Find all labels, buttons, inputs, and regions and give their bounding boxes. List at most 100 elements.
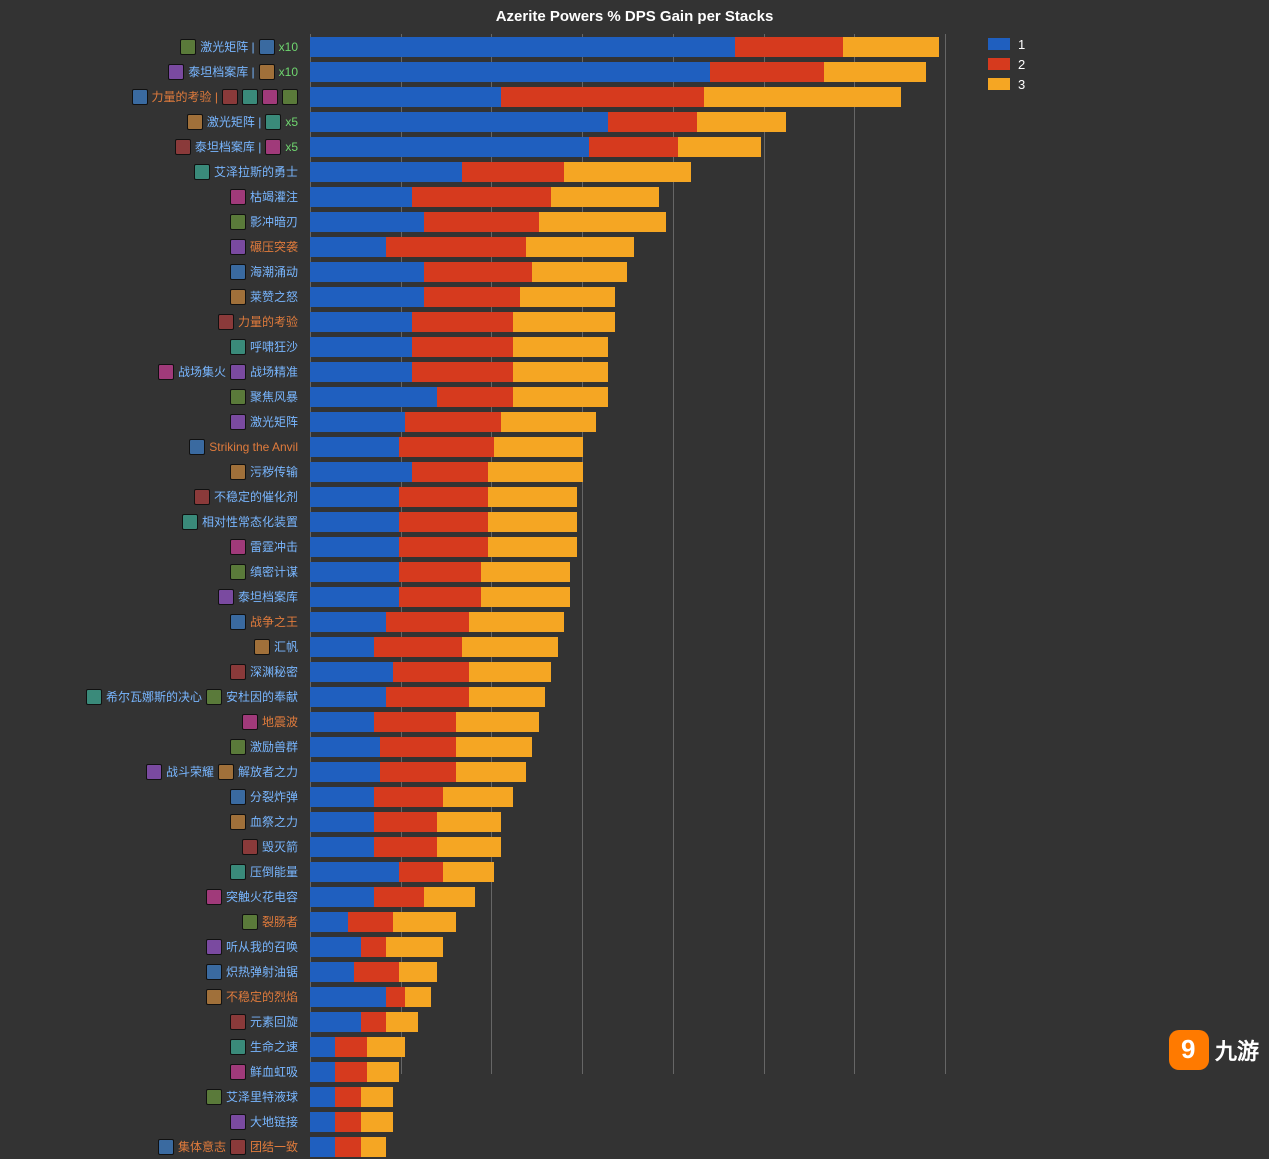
- row-label-text: 激励兽群: [250, 738, 298, 755]
- power-icon: [230, 789, 246, 805]
- bar-track: [310, 212, 666, 232]
- gridline: [945, 34, 946, 1074]
- row-label-text: 泰坦档案库: [238, 588, 298, 605]
- bar-segment-2: [589, 137, 678, 157]
- row-label-text: 力量的考验 |: [152, 88, 218, 105]
- bar-segment-2: [424, 212, 538, 232]
- row-label-text: 影冲暗刃: [250, 213, 298, 230]
- power-icon: [230, 464, 246, 480]
- bar-segment-3: [513, 337, 608, 357]
- row-label: 海潮涌动: [0, 263, 310, 280]
- bar-segment-1: [310, 462, 412, 482]
- row-label-text: 艾泽里特液球: [226, 1088, 298, 1105]
- chart-row: 海潮涌动: [0, 259, 945, 284]
- bar-segment-2: [501, 87, 704, 107]
- bar-segment-2: [424, 287, 519, 307]
- bar-track: [310, 587, 570, 607]
- chart-row: 战场集火战场精准: [0, 359, 945, 384]
- row-label: 血祭之力: [0, 813, 310, 830]
- bar-segment-1: [310, 537, 399, 557]
- bar-segment-3: [481, 587, 570, 607]
- row-label-text: 泰坦档案库 |: [188, 63, 254, 80]
- bar-segment-1: [310, 762, 380, 782]
- row-label-text: 聚焦风暴: [250, 388, 298, 405]
- bar-track: [310, 512, 577, 532]
- row-label: 听从我的召唤: [0, 938, 310, 955]
- bar-segment-2: [386, 612, 469, 632]
- bar-segment-3: [367, 1062, 399, 1082]
- row-label: 深渊秘密: [0, 663, 310, 680]
- chart-row: 雷霆冲击: [0, 534, 945, 559]
- bar-segment-2: [412, 462, 488, 482]
- bar-segment-3: [393, 912, 457, 932]
- chart-row: 希尔瓦娜斯的决心安杜因的奉献: [0, 684, 945, 709]
- bar-segment-2: [374, 837, 438, 857]
- bar-track: [310, 287, 615, 307]
- row-label: 裂肠者: [0, 913, 310, 930]
- bar-segment-2: [735, 37, 843, 57]
- bar-segment-3: [481, 562, 570, 582]
- bar-segment-3: [678, 137, 761, 157]
- bar-segment-2: [405, 412, 500, 432]
- power-icon: [230, 189, 246, 205]
- bar-track: [310, 37, 939, 57]
- watermark-logo-icon: [1169, 1030, 1209, 1070]
- bar-segment-3: [405, 987, 430, 1007]
- bar-segment-1: [310, 837, 374, 857]
- bar-segment-2: [608, 112, 697, 132]
- bar-track: [310, 412, 596, 432]
- row-label: 不稳定的烈焰: [0, 988, 310, 1005]
- power-icon: [230, 389, 246, 405]
- power-icon: [230, 814, 246, 830]
- bar-segment-1: [310, 637, 374, 657]
- power-icon: [230, 1014, 246, 1030]
- bar-track: [310, 237, 634, 257]
- row-label-text: 激光矩阵: [250, 413, 298, 430]
- row-label: 希尔瓦娜斯的决心安杜因的奉献: [0, 688, 310, 705]
- bar-track: [310, 162, 691, 182]
- power-icon: [265, 114, 281, 130]
- bar-segment-1: [310, 37, 735, 57]
- legend-item: 2: [988, 54, 1025, 74]
- bar-track: [310, 987, 431, 1007]
- bar-segment-3: [564, 162, 691, 182]
- bar-segment-3: [843, 37, 938, 57]
- bar-segment-2: [380, 737, 456, 757]
- bar-segment-1: [310, 137, 589, 157]
- row-label-text: x10: [279, 40, 298, 54]
- row-label-text: 突触火花电容: [226, 888, 298, 905]
- bar-segment-3: [424, 887, 475, 907]
- row-label: 泰坦档案库 |x10: [0, 63, 310, 80]
- bar-segment-3: [488, 487, 577, 507]
- bar-segment-3: [526, 237, 634, 257]
- power-icon: [180, 39, 196, 55]
- bar-segment-3: [551, 187, 659, 207]
- row-label-text: 碾压突袭: [250, 238, 298, 255]
- row-label: 泰坦档案库: [0, 588, 310, 605]
- bar-segment-1: [310, 362, 412, 382]
- bar-segment-1: [310, 487, 399, 507]
- bar-segment-2: [399, 537, 488, 557]
- legend-swatch: [988, 78, 1010, 90]
- bar-track: [310, 187, 659, 207]
- bar-track: [310, 762, 526, 782]
- bar-segment-3: [456, 712, 539, 732]
- bar-segment-1: [310, 887, 374, 907]
- row-label: 莱赞之怒: [0, 288, 310, 305]
- bar-segment-3: [513, 312, 615, 332]
- bar-segment-3: [367, 1037, 405, 1057]
- row-label-text: 激光矩阵 |: [200, 38, 254, 55]
- chart-row: Striking the Anvil: [0, 434, 945, 459]
- row-label-text: 艾泽拉斯的勇士: [214, 163, 298, 180]
- bar-segment-1: [310, 862, 399, 882]
- chart-row: 激光矩阵: [0, 409, 945, 434]
- power-icon: [206, 889, 222, 905]
- row-label-text: 大地链接: [250, 1113, 298, 1130]
- bar-segment-2: [462, 162, 564, 182]
- row-label-text: 听从我的召唤: [226, 938, 298, 955]
- row-label: 聚焦风暴: [0, 388, 310, 405]
- power-icon: [206, 939, 222, 955]
- bar-track: [310, 887, 475, 907]
- row-label-text: 分裂炸弹: [250, 788, 298, 805]
- power-icon: [206, 1089, 222, 1105]
